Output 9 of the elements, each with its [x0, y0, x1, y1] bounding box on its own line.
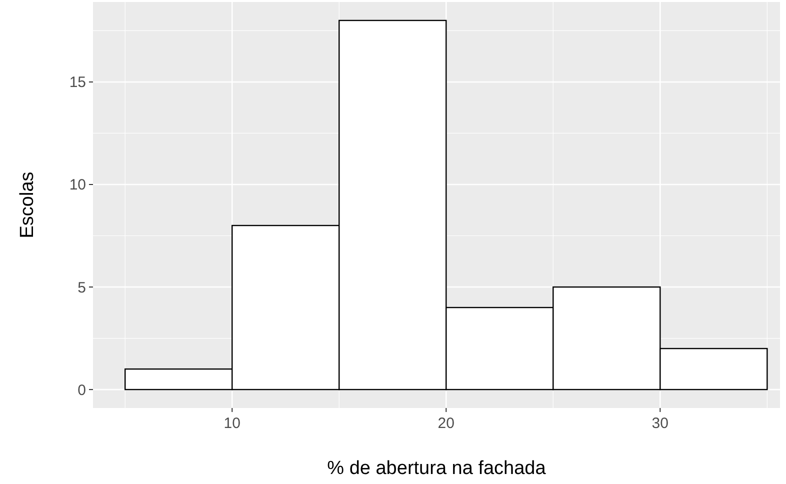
x-tick-label: 30 [652, 415, 668, 432]
y-tick-label: 10 [69, 176, 86, 194]
x-tick-label: 20 [438, 415, 454, 432]
y-axis-title: Escolas [17, 172, 38, 238]
y-tick-label: 0 [78, 382, 86, 399]
y-tick-label: 5 [78, 279, 86, 296]
x-tick-label: 10 [224, 415, 240, 432]
x-axis-title: % de abertura na fachada [327, 458, 546, 479]
y-tick-label: 15 [69, 74, 86, 92]
